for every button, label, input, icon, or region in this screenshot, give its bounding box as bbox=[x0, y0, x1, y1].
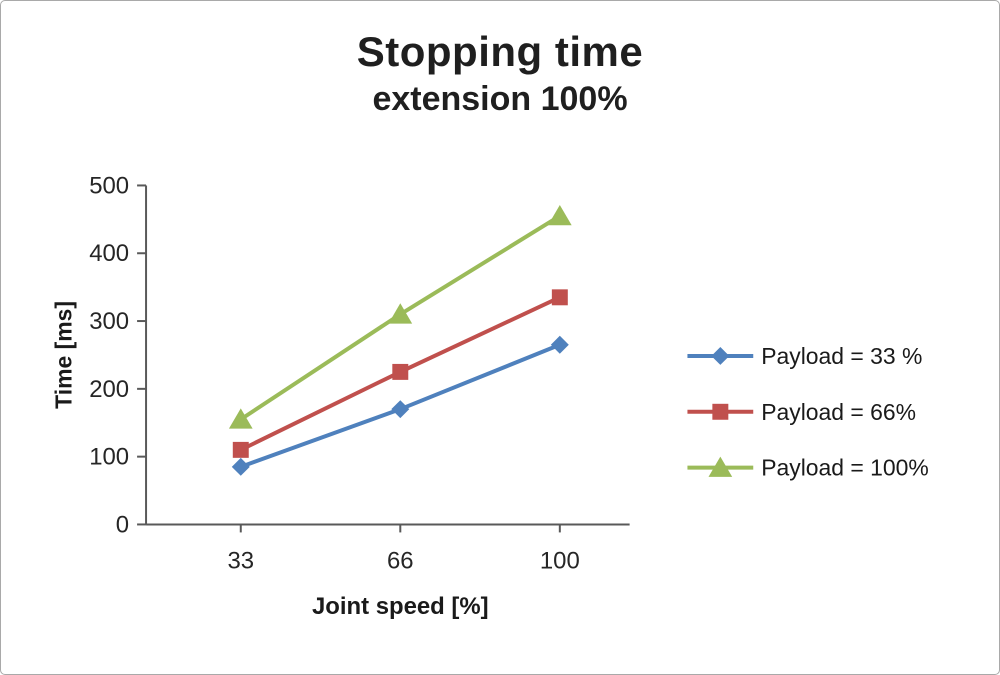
y-axis-title: Time [ms] bbox=[50, 301, 76, 409]
x-axis-title: Joint speed [%] bbox=[312, 593, 489, 620]
y-tick-label: 0 bbox=[116, 511, 129, 538]
axes bbox=[137, 184, 630, 533]
legend-label: Payload = 100% bbox=[761, 455, 929, 481]
y-tick-label: 400 bbox=[89, 240, 129, 267]
square-marker bbox=[392, 363, 409, 380]
x-tick-label: 33 bbox=[227, 547, 254, 574]
legend-label: Payload = 33 % bbox=[761, 343, 922, 369]
series-2 bbox=[232, 289, 568, 458]
y-tick-label: 100 bbox=[89, 444, 129, 471]
triangle-marker bbox=[708, 456, 733, 477]
square-marker bbox=[551, 289, 568, 306]
legend-label: Payload = 66% bbox=[761, 399, 916, 425]
triangle-marker bbox=[547, 204, 572, 226]
y-tick-label: 300 bbox=[89, 308, 129, 335]
x-tick-label: 66 bbox=[387, 547, 414, 574]
series-1 bbox=[231, 335, 569, 476]
legend: Payload = 33 % Payload = 66% Payload = 100… bbox=[687, 343, 929, 481]
square-marker bbox=[712, 403, 729, 420]
triangle-marker bbox=[228, 408, 253, 429]
diamond-marker bbox=[391, 400, 410, 419]
diamond-marker bbox=[231, 457, 250, 476]
diamond-marker bbox=[711, 346, 730, 365]
y-tick-label: 500 bbox=[89, 172, 129, 199]
diamond-marker bbox=[550, 335, 569, 354]
triangle-marker bbox=[388, 303, 413, 324]
y-tick-label: 200 bbox=[89, 376, 129, 403]
series-3 bbox=[228, 204, 572, 429]
x-tick-label: 100 bbox=[540, 547, 580, 574]
square-marker bbox=[232, 441, 249, 458]
